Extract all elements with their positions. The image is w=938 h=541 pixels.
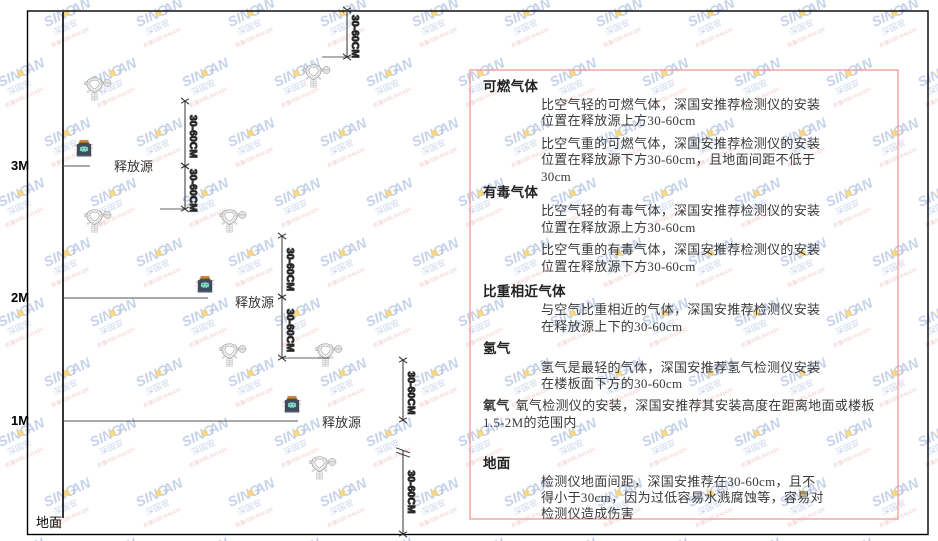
svg-text:30-60CM: 30-60CM (284, 248, 296, 291)
svg-text:30-60CM: 30-60CM (187, 169, 199, 212)
svg-text:3M: 3M (11, 158, 29, 173)
svg-text:地面: 地面 (36, 515, 62, 530)
svg-text:30-60CM: 30-60CM (187, 115, 199, 158)
svg-text:30-60CM: 30-60CM (349, 15, 361, 58)
svg-text:2M: 2M (11, 290, 29, 305)
svg-text:30-60CM: 30-60CM (405, 371, 417, 414)
svg-text:释放源: 释放源 (114, 159, 153, 174)
svg-text:释放源: 释放源 (235, 295, 274, 310)
svg-text:1M: 1M (11, 413, 29, 428)
svg-text:30-60CM: 30-60CM (284, 309, 296, 352)
svg-text:30-60CM: 30-60CM (405, 470, 417, 513)
svg-text:释放源: 释放源 (322, 415, 361, 430)
